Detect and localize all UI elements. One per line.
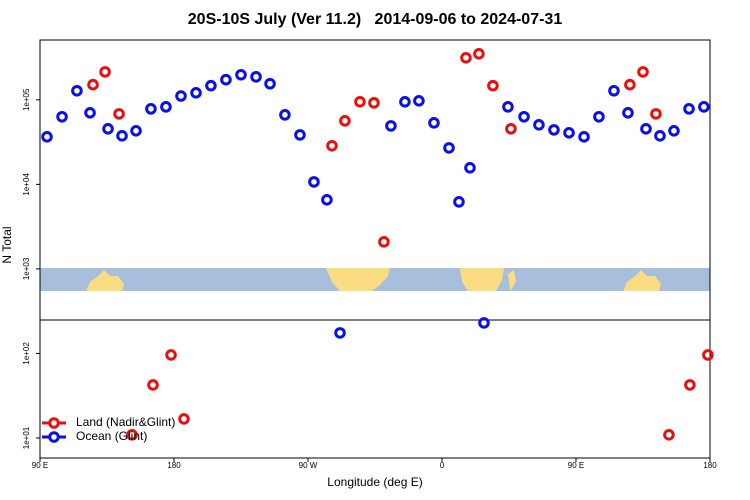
legend-marker	[48, 417, 60, 429]
data-point	[99, 66, 111, 78]
land-south-america	[326, 268, 390, 291]
data-point	[593, 110, 605, 123]
map-strip	[40, 268, 710, 291]
y-tick-label: 1e+05	[22, 88, 31, 111]
data-point	[71, 84, 83, 97]
land-africa	[460, 268, 504, 291]
y-tick-label: 1e+02	[22, 342, 31, 365]
land-madagascar	[508, 270, 516, 291]
data-point	[698, 101, 710, 113]
data-point	[622, 107, 634, 119]
data-point	[518, 110, 530, 123]
y-tick-label: 1e+03	[22, 257, 31, 280]
x-tick-label: 180	[167, 461, 181, 470]
x-tick-label: 90 E	[568, 461, 584, 470]
land-australia	[623, 270, 661, 291]
x-tick-label: 90 E	[32, 461, 48, 470]
data-point	[235, 68, 247, 81]
data-point	[87, 78, 99, 91]
data-point	[205, 79, 217, 92]
data-point	[413, 95, 425, 107]
legend-label: Land (Nadir&Glint)	[76, 415, 175, 429]
data-point	[505, 123, 517, 135]
data-point	[533, 119, 545, 131]
chart-title: 20S-10S July (Ver 11.2) 2014-09-06 to 20…	[188, 11, 563, 28]
data-point	[102, 123, 114, 135]
data-point	[326, 139, 338, 152]
data-point	[41, 131, 53, 143]
data-point	[321, 193, 333, 206]
data-point	[640, 123, 652, 135]
data-point	[399, 96, 411, 108]
data-point	[308, 176, 320, 188]
data-point	[464, 162, 476, 174]
data-point	[460, 52, 472, 64]
plot-frame	[39, 39, 711, 459]
data-point	[339, 115, 351, 127]
data-point	[478, 317, 490, 329]
data-point	[130, 125, 142, 137]
data-point	[220, 73, 232, 86]
data-point	[368, 97, 380, 109]
data-point	[147, 379, 159, 391]
data-point	[654, 130, 666, 142]
data-point	[385, 120, 397, 132]
data-point	[84, 107, 96, 119]
data-point	[354, 96, 366, 108]
data-point	[145, 103, 157, 115]
x-tick-label: 90 W	[299, 461, 318, 470]
data-point	[126, 429, 138, 441]
data-point	[294, 129, 306, 141]
data-point	[264, 77, 276, 90]
land-australia	[86, 270, 124, 291]
data-point	[279, 109, 291, 121]
data-point	[178, 413, 190, 425]
data-point	[702, 349, 714, 361]
data-point	[160, 101, 172, 113]
data-point	[487, 79, 499, 92]
data-point	[683, 103, 695, 115]
data-point	[563, 127, 575, 139]
data-point	[502, 101, 514, 113]
data-point	[116, 130, 128, 142]
data-point	[113, 108, 125, 120]
y-tick-label: 1e+04	[22, 173, 31, 196]
data-point	[378, 236, 390, 248]
data-point	[56, 110, 68, 123]
data-point	[663, 429, 675, 441]
x-tick-label: 180	[703, 461, 717, 470]
data-point	[578, 131, 590, 143]
legend-marker	[48, 431, 60, 443]
legend-label: Ocean (Glint)	[76, 429, 147, 443]
data-point	[548, 124, 560, 136]
data-point	[637, 66, 649, 78]
data-point	[453, 196, 465, 208]
data-point	[190, 87, 202, 99]
data-point	[684, 379, 696, 391]
data-point	[165, 349, 177, 361]
data-point	[175, 90, 187, 102]
data-point	[624, 78, 636, 91]
data-point	[473, 48, 485, 60]
x-tick-label: 0	[440, 461, 445, 470]
data-point	[250, 71, 262, 83]
data-point	[668, 125, 680, 137]
data-point	[334, 327, 346, 339]
data-point	[650, 108, 662, 120]
data-point	[608, 84, 620, 97]
data-point	[428, 117, 440, 129]
data-point	[443, 142, 455, 154]
y-axis-label: N Total	[0, 226, 14, 263]
x-axis-label: Longitude (deg E)	[327, 475, 422, 489]
y-tick-label: 1e+01	[22, 426, 31, 449]
